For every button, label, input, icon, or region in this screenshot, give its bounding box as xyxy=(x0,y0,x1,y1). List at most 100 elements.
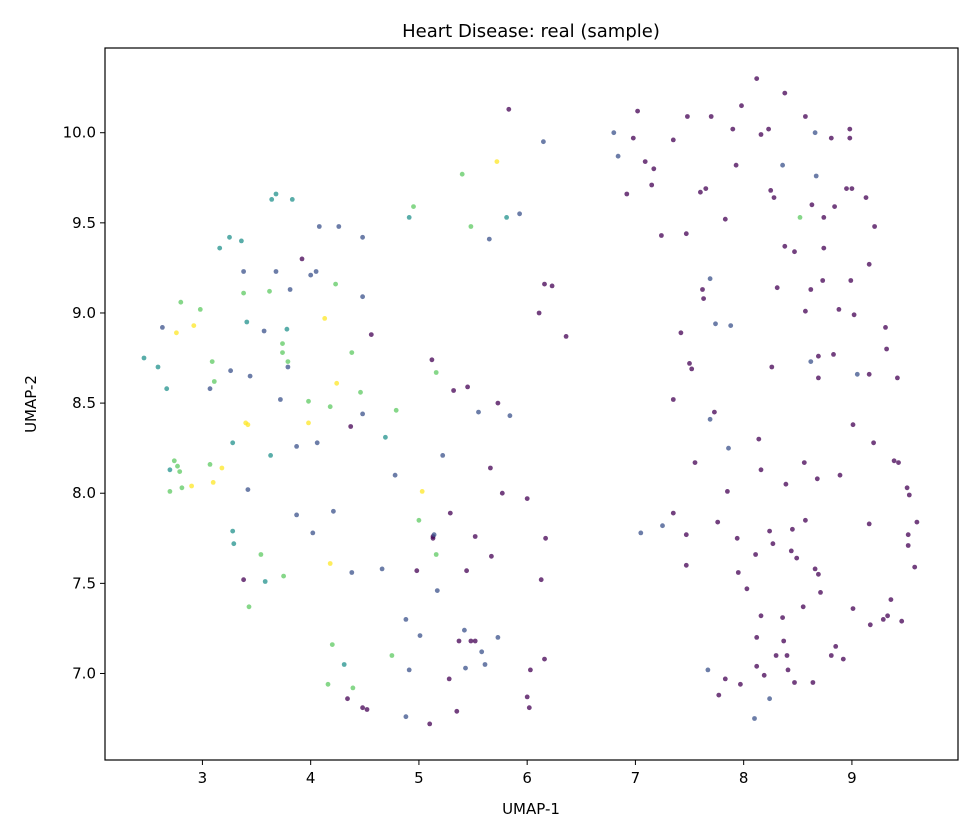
scatter-point xyxy=(368,332,374,337)
scatter-point xyxy=(167,489,173,494)
scatter-point xyxy=(905,532,911,538)
scatter-point xyxy=(524,496,530,501)
scatter-point xyxy=(563,334,569,339)
scatter-point xyxy=(207,462,213,467)
scatter-point xyxy=(635,108,640,114)
scatter-point xyxy=(896,460,901,465)
scatter-point xyxy=(831,352,836,357)
scatter-point xyxy=(912,564,918,570)
scatter-point xyxy=(219,465,225,471)
scatter-point xyxy=(756,436,762,442)
scatter-point xyxy=(322,316,328,321)
scatter-point xyxy=(459,171,465,177)
scatter-point xyxy=(803,517,808,523)
scatter-point xyxy=(472,638,478,644)
scatter-point xyxy=(433,552,439,557)
scatter-point xyxy=(446,676,452,682)
scatter-point xyxy=(670,137,676,143)
scatter-point xyxy=(549,283,555,289)
scatter-point xyxy=(685,114,690,119)
x-tick-label: 4 xyxy=(306,769,316,787)
scatter-point xyxy=(230,440,236,446)
scatter-point xyxy=(783,481,789,487)
x-axis-label: UMAP-1 xyxy=(502,800,560,818)
scatter-point xyxy=(849,186,855,192)
scatter-point xyxy=(851,312,857,318)
scatter-point xyxy=(867,622,873,628)
scatter-point xyxy=(327,561,333,566)
scatter-point xyxy=(833,644,839,649)
scatter-point xyxy=(468,638,474,644)
scatter-point xyxy=(486,236,492,242)
scatter-point xyxy=(350,685,356,691)
scatter-point xyxy=(245,422,251,428)
scatter-point xyxy=(792,680,797,685)
scatter-point xyxy=(821,215,827,220)
scatter-point xyxy=(784,653,790,658)
scatter-point xyxy=(360,705,365,711)
scatter-point xyxy=(316,224,322,229)
scatter-point xyxy=(482,662,488,667)
scatter-point xyxy=(790,526,795,532)
scatter-point xyxy=(349,350,355,355)
scatter-point xyxy=(758,613,764,619)
scatter-point xyxy=(440,453,446,458)
scatter-point xyxy=(417,633,423,638)
scatter-point xyxy=(280,350,285,355)
scatter-point xyxy=(782,90,788,96)
scatter-point xyxy=(541,139,546,145)
scatter-point xyxy=(651,166,657,172)
scatter-point xyxy=(850,422,856,428)
y-tick-label: 7.0 xyxy=(72,664,96,682)
scatter-point xyxy=(313,269,319,274)
scatter-point xyxy=(285,359,291,364)
scatter-point xyxy=(141,355,147,361)
scatter-point xyxy=(269,197,275,202)
scatter-point xyxy=(808,287,814,292)
scatter-point xyxy=(468,224,474,229)
scatter-point xyxy=(683,231,689,237)
scatter-point xyxy=(174,330,179,336)
scatter-point xyxy=(499,490,505,496)
scatter-point xyxy=(258,552,264,557)
scatter-point xyxy=(227,234,232,240)
scatter-point xyxy=(245,487,251,492)
scatter-point xyxy=(325,681,331,687)
scatter-point xyxy=(329,642,335,647)
scatter-point xyxy=(239,238,244,244)
scatter-point xyxy=(788,548,794,554)
scatter-point xyxy=(906,492,912,498)
scatter-point xyxy=(683,562,689,568)
scatter-point xyxy=(164,386,170,392)
scatter-point xyxy=(278,397,283,402)
scatter-point xyxy=(687,361,692,366)
scatter-point xyxy=(905,543,911,548)
scatter-point xyxy=(792,249,797,255)
scatter-point xyxy=(781,638,787,644)
scatter-point xyxy=(728,323,734,328)
scatter-point xyxy=(155,364,161,370)
scatter-point xyxy=(758,132,764,137)
scatter-point xyxy=(812,130,818,136)
scatter-point xyxy=(463,665,468,671)
scatter-point xyxy=(794,555,800,561)
scatter-point xyxy=(885,613,890,619)
scatter-point xyxy=(611,130,617,136)
scatter-point xyxy=(837,472,843,478)
scatter-point xyxy=(210,480,216,485)
scatter-point xyxy=(818,590,823,595)
scatter-point xyxy=(904,485,910,491)
scatter-point xyxy=(771,195,777,201)
scatter-point xyxy=(801,460,807,465)
scatter-point xyxy=(754,635,760,640)
scatter-point xyxy=(816,353,821,359)
scatter-point xyxy=(489,553,494,559)
scatter-point xyxy=(847,135,853,141)
scatter-point xyxy=(854,371,860,377)
scatter-point xyxy=(683,532,689,538)
scatter-point xyxy=(299,256,305,262)
scatter-point xyxy=(285,364,291,370)
scatter-point xyxy=(780,615,785,620)
scatter-point xyxy=(820,278,826,283)
scatter-point xyxy=(392,472,398,478)
